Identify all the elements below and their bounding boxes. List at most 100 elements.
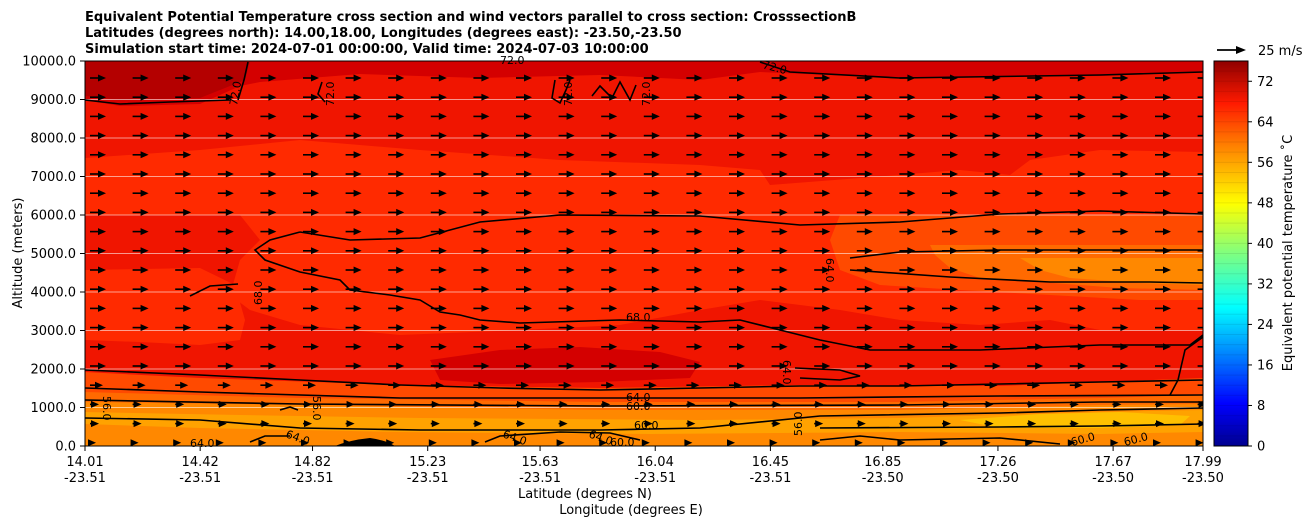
wind-vector-head [651, 304, 660, 312]
wind-vector-head [218, 420, 227, 428]
wind-vector-head [950, 266, 958, 274]
wind-vector-head [566, 74, 575, 82]
wind-vector-head [1120, 151, 1129, 159]
wind-vector-head [524, 362, 532, 370]
wind-vector-head [1077, 189, 1086, 197]
wind-vector-head [779, 343, 788, 351]
wind-vector-head [822, 170, 831, 178]
y-tick-label: 4000.0 [31, 286, 77, 301]
wind-vector-head [1077, 112, 1086, 120]
x-tick-label-lon: -23.51 [519, 471, 561, 486]
wind-vector-head [1160, 381, 1168, 389]
wind-vector-head [684, 439, 693, 446]
wind-vector-head [1163, 151, 1171, 159]
y-tick-label: 6000.0 [31, 209, 77, 224]
wind-vector-head [1032, 381, 1041, 389]
wind-vector-head [992, 151, 1001, 159]
contour-label: 60.0 [610, 436, 635, 449]
wind-vector-head [268, 304, 277, 312]
wind-vector-head [140, 343, 149, 351]
wind-vector-head [176, 420, 185, 428]
wind-vector-head [779, 74, 788, 82]
wind-vector-head [566, 285, 575, 293]
wind-vector-head [864, 324, 873, 332]
wind-vector-head [737, 324, 745, 332]
wind-vector-head [396, 132, 405, 140]
wind-vector-head [1077, 132, 1086, 140]
wind-vector-head [864, 304, 873, 312]
wind-vector-head [1035, 285, 1044, 293]
wind-vector-head [1120, 170, 1129, 178]
wind-vector-head [225, 247, 234, 255]
wind-vector-head [822, 151, 831, 159]
wind-vector-head [950, 93, 958, 101]
wind-vector-head [609, 266, 618, 274]
wind-vector-head [1120, 189, 1129, 197]
wind-vector-head [140, 151, 149, 159]
wind-vector-head [396, 74, 405, 82]
wind-vector-head [524, 208, 532, 216]
wind-vector-head [864, 189, 873, 197]
wind-vector-head [992, 93, 1001, 101]
wind-vector-head [651, 324, 660, 332]
wind-vector-head [992, 343, 1001, 351]
wind-vector-head [737, 208, 745, 216]
wind-vector-head [950, 151, 958, 159]
wind-vector-head [907, 132, 916, 140]
wind-vector-head [225, 285, 234, 293]
colorbar-tick-label: 48 [1257, 196, 1274, 211]
wind-vector-head [1117, 381, 1126, 389]
wind-vector-head [566, 343, 575, 351]
wind-vector-head [481, 151, 490, 159]
wind-vector-head [130, 439, 139, 446]
x-tick-label-lon: -23.50 [862, 471, 904, 486]
terrain [335, 438, 395, 446]
wind-vector-head [1035, 189, 1044, 197]
wind-vector-head [140, 112, 149, 120]
y-axis: 0.0 1000.0 2000.0 3000.0 4000.0 5000.0 6000.0 7… [22, 55, 85, 455]
wind-vector-head [1077, 170, 1086, 178]
wind-vector-head [864, 74, 873, 82]
wind-vector-head [1035, 343, 1044, 351]
wind-vector-head [481, 132, 490, 140]
wind-vector-head [140, 266, 149, 274]
wind-vector-head [353, 112, 362, 120]
wind-vector-head [1206, 343, 1214, 350]
wind-vector-head [1198, 420, 1203, 428]
wind-vector-head [311, 343, 319, 351]
wind-vector-head [1206, 209, 1214, 216]
wind-vector-head [1113, 420, 1122, 428]
wind-vector-head [737, 93, 745, 101]
wind-vector-head [431, 420, 440, 428]
wind-vector-head [1077, 247, 1086, 255]
wind-vector-head [737, 266, 745, 274]
theta-band-58-low [960, 412, 1190, 428]
wind-vector-head [566, 304, 575, 312]
wind-vector-head [140, 208, 149, 216]
wind-vector-head [854, 439, 863, 446]
wind-vector-head [950, 285, 958, 293]
wind-vector-head [566, 151, 575, 159]
wind-vector-head [907, 208, 916, 216]
wind-vector-head [602, 420, 611, 428]
contour-label: 64.0 [190, 437, 215, 450]
wind-vector-head [183, 170, 192, 178]
wind-vector-head [311, 112, 319, 120]
wind-vector-head [353, 228, 362, 236]
x-tick-label-lat: 15.23 [409, 455, 446, 470]
wind-vector-head [353, 170, 362, 178]
contour-64-surface-b [484, 431, 641, 443]
wind-vector-head [1025, 439, 1034, 446]
wind-vector-head [559, 400, 568, 408]
wind-vector-head [609, 132, 618, 140]
wind-vector-head [566, 93, 575, 101]
wind-vector-head [481, 228, 490, 236]
wind-vector-head [481, 247, 490, 255]
x-axis: 14.01-23.5114.42-23.5114.82-23.5115.23-2… [64, 446, 1224, 486]
wind-vector-head [396, 228, 405, 236]
wind-vector-head [950, 74, 958, 82]
wind-vector-head [218, 400, 227, 408]
wind-vector-head [1163, 247, 1171, 255]
y-tick-label: 7000.0 [31, 170, 77, 185]
wind-vector-head [183, 362, 192, 370]
